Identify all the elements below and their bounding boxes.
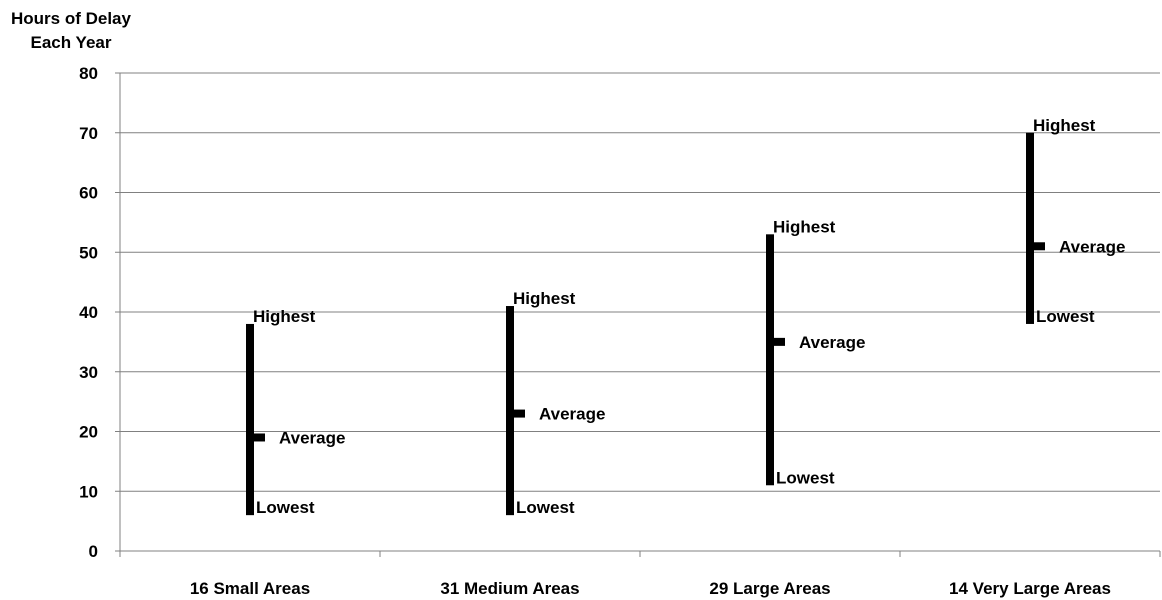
- average-label: Average: [1059, 237, 1125, 256]
- y-tick-label: 30: [79, 363, 98, 382]
- y-tick-label: 20: [79, 423, 98, 442]
- average-marker: [774, 337, 785, 346]
- highest-label: Highest: [253, 307, 316, 326]
- average-label: Average: [799, 333, 865, 352]
- range-bar: [1026, 132, 1034, 324]
- y-axis-title-line-1: Hours of Delay: [11, 9, 131, 28]
- lowest-label: Lowest: [1036, 307, 1095, 326]
- x-tick-label: 31 Medium Areas: [440, 579, 579, 598]
- highest-label: Highest: [773, 217, 836, 236]
- y-tick-label: 60: [79, 184, 98, 203]
- average-marker: [1034, 242, 1045, 251]
- average-marker: [514, 409, 525, 418]
- x-tick-label: 14 Very Large Areas: [949, 579, 1111, 598]
- lowest-label: Lowest: [516, 498, 575, 517]
- highest-label: Highest: [513, 289, 576, 308]
- range-bar: [506, 306, 514, 516]
- average-label: Average: [279, 428, 345, 447]
- highest-label: Highest: [1033, 116, 1096, 135]
- y-axis-title-line-2: Each Year: [30, 33, 112, 52]
- y-tick-label: 10: [79, 482, 98, 501]
- average-label: Average: [539, 405, 605, 424]
- x-tick-label: 29 Large Areas: [709, 579, 830, 598]
- average-marker: [254, 433, 265, 442]
- range-bar: [246, 323, 254, 516]
- lowest-label: Lowest: [256, 498, 315, 517]
- range-bar: [766, 234, 774, 486]
- y-tick-label: 50: [79, 243, 98, 262]
- y-tick-label: 40: [79, 303, 98, 322]
- x-tick-label: 16 Small Areas: [190, 579, 310, 598]
- y-tick-label: 80: [79, 64, 98, 83]
- y-tick-label: 70: [79, 124, 98, 143]
- lowest-label: Lowest: [776, 468, 835, 487]
- y-tick-label: 0: [89, 542, 98, 561]
